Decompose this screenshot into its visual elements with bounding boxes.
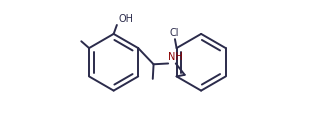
Text: OH: OH [118,14,133,24]
Text: Cl: Cl [169,28,179,38]
Text: NH: NH [168,52,183,62]
